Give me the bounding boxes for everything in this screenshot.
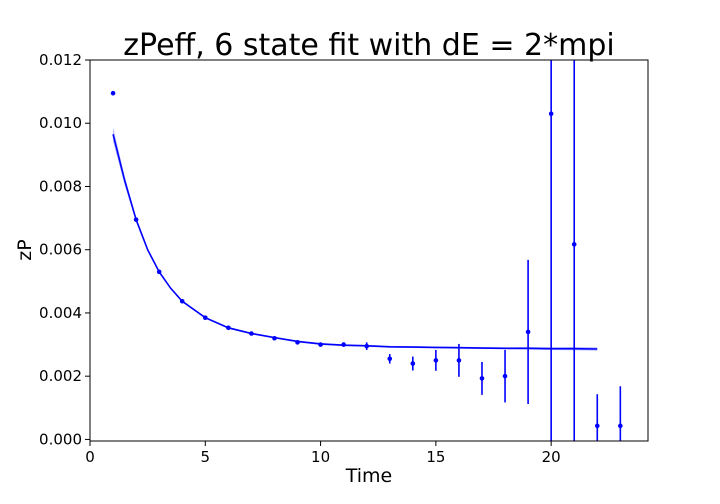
y-axis-label: zP (14, 239, 36, 260)
fit-line (112, 134, 598, 350)
point-marker (133, 217, 139, 222)
x-tick-label: 5 (201, 448, 211, 466)
point-marker (433, 358, 439, 363)
y-tick-label: 0.012 (39, 51, 82, 69)
x-tick-label: 20 (542, 448, 561, 466)
data-point (133, 217, 139, 222)
y-tick-label: 0.002 (39, 367, 82, 385)
y-tick-label: 0.008 (39, 177, 82, 195)
data-point (571, 60, 577, 441)
data-point (295, 340, 300, 345)
point-marker (410, 361, 416, 366)
data-point (387, 354, 393, 364)
plot-frame (89, 59, 649, 442)
data-point (202, 315, 208, 320)
data-point (548, 60, 554, 441)
chart-title: zPeff, 6 state fit with dE = 2*mpi (123, 28, 614, 63)
y-tick-label: 0.000 (39, 430, 82, 448)
point-marker (341, 342, 346, 347)
y-tick-label: 0.006 (39, 241, 82, 259)
x-axis-ticks: 0 5 10 15 20 (85, 441, 561, 466)
data-point (318, 342, 323, 347)
data-point (364, 342, 369, 350)
data-point (156, 269, 162, 275)
point-marker (571, 242, 577, 247)
x-axis-label: Time (345, 465, 393, 487)
x-tick-label: 10 (311, 448, 330, 466)
data-point (479, 361, 485, 395)
point-marker (110, 90, 116, 96)
data-point (618, 386, 623, 441)
point-marker (479, 376, 485, 381)
point-marker (318, 342, 323, 347)
point-marker (618, 423, 623, 429)
data-point (594, 394, 600, 441)
data-point (226, 325, 231, 331)
data-point (502, 349, 508, 403)
point-marker (179, 298, 185, 304)
y-tick-label: 0.010 (39, 114, 82, 132)
fit-layer (112, 127, 598, 351)
data-point (249, 331, 254, 336)
data-point (110, 90, 116, 96)
x-tick-label: 15 (426, 448, 445, 466)
x-tick-label: 0 (85, 448, 95, 466)
data-point (456, 343, 462, 377)
point-marker (456, 358, 462, 363)
point-marker (202, 315, 208, 320)
point-marker (548, 111, 554, 117)
data-point (272, 335, 277, 341)
y-axis-ticks: 0.000 0.002 0.004 0.006 0.008 0.010 0.012 (39, 51, 90, 448)
data-point (410, 356, 416, 371)
plot-area (110, 60, 623, 441)
data-points-layer (110, 60, 623, 441)
point-marker (272, 335, 277, 341)
y-tick-label: 0.004 (39, 304, 82, 322)
point-marker (502, 373, 508, 379)
data-point (341, 342, 346, 347)
data-point (179, 298, 185, 304)
point-marker (387, 356, 393, 362)
point-marker (156, 269, 162, 275)
point-marker (249, 331, 254, 336)
fit-error-band (113, 127, 598, 351)
data-point (433, 349, 439, 371)
point-marker (295, 340, 300, 345)
point-marker (226, 325, 231, 331)
data-point (525, 259, 531, 405)
point-marker (525, 329, 531, 335)
point-marker (364, 343, 369, 349)
point-marker (594, 423, 600, 429)
